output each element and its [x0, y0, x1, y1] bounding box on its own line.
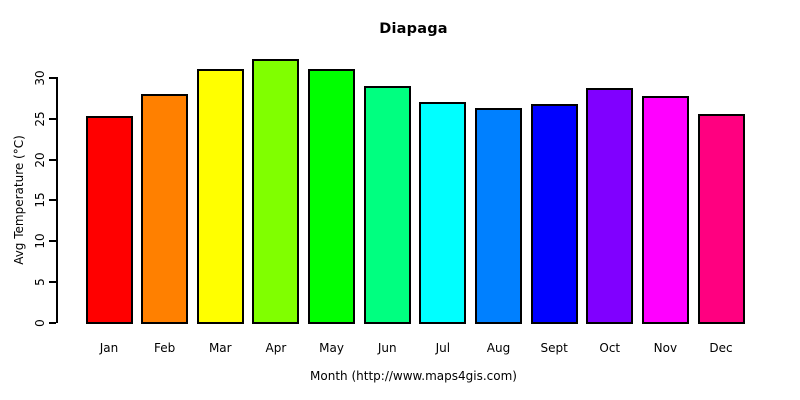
- x-tick-label: Feb: [154, 341, 176, 355]
- y-tick-label: 5: [33, 277, 47, 286]
- x-tick-label: Sept: [540, 341, 568, 355]
- bar-nov: [641, 96, 689, 325]
- y-tick-label: 30: [33, 70, 47, 86]
- y-tick-label: 15: [33, 192, 47, 209]
- y-axis-title: Avg Temperature (°C): [12, 135, 26, 265]
- bar-jul: [419, 101, 467, 325]
- x-tick-label: Aug: [486, 341, 511, 355]
- y-tick-mark: [49, 280, 56, 283]
- y-tick-label: 0: [33, 318, 47, 327]
- y-tick-mark: [49, 199, 56, 202]
- bar-jun: [363, 86, 411, 325]
- x-tick-label: Jul: [435, 341, 451, 355]
- x-tick-label: May: [319, 341, 344, 355]
- y-tick-mark: [49, 240, 56, 243]
- x-tick-label: Nov: [653, 341, 678, 355]
- bar-mar: [196, 69, 244, 325]
- bar-dec: [697, 114, 745, 325]
- y-tick-mark: [49, 158, 56, 161]
- bar-jan: [85, 115, 133, 325]
- x-tick-label: Jun: [377, 341, 397, 355]
- bar-oct: [586, 88, 634, 325]
- x-tick-label: Apr: [265, 341, 287, 355]
- x-tick-label: Dec: [709, 341, 733, 355]
- x-tick-label: Oct: [599, 341, 621, 355]
- bar-aug: [474, 108, 522, 325]
- x-axis-title: Month (http://www.maps4gis.com): [310, 369, 517, 383]
- y-tick-mark: [49, 118, 56, 120]
- y-tick-label: 25: [33, 111, 47, 127]
- bar-feb: [141, 93, 189, 325]
- y-tick-mark: [49, 321, 56, 324]
- y-tick-label: 20: [33, 152, 47, 168]
- chart-title: Diapaga: [379, 21, 448, 37]
- y-tick-mark: [49, 77, 56, 80]
- x-tick-label: Mar: [208, 341, 232, 355]
- bar-may: [308, 68, 356, 325]
- bar-apr: [252, 58, 300, 325]
- y-tick-label: 10: [33, 233, 47, 249]
- x-tick-label: Jan: [99, 341, 119, 355]
- y-axis-line: [56, 77, 58, 324]
- bar-sept: [530, 104, 578, 325]
